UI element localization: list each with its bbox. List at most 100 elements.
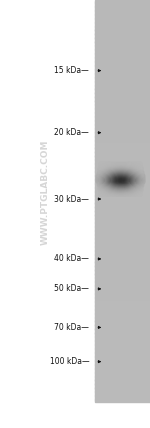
Bar: [118, 167, 119, 168]
Bar: [120, 191, 121, 192]
Bar: [118, 178, 119, 179]
Bar: [115, 162, 116, 163]
Bar: [135, 194, 136, 195]
Bar: [116, 193, 117, 194]
Bar: [141, 169, 142, 170]
Bar: [139, 166, 140, 167]
Bar: [135, 164, 136, 165]
Bar: [106, 176, 107, 177]
Bar: [121, 162, 122, 163]
Bar: [119, 163, 120, 164]
Bar: [113, 170, 115, 171]
Bar: [110, 183, 111, 184]
Bar: [135, 180, 137, 181]
Bar: [126, 165, 128, 166]
Bar: [109, 175, 111, 176]
Bar: [95, 158, 150, 160]
Bar: [108, 164, 110, 165]
Bar: [105, 171, 107, 172]
Bar: [104, 189, 105, 190]
Bar: [112, 169, 114, 170]
Bar: [106, 182, 107, 183]
Bar: [140, 183, 141, 184]
Bar: [108, 168, 109, 169]
Bar: [125, 169, 127, 170]
Bar: [134, 175, 136, 176]
Bar: [118, 181, 119, 182]
Bar: [136, 164, 137, 165]
Bar: [109, 186, 110, 187]
Bar: [116, 179, 118, 180]
Bar: [97, 176, 99, 177]
Bar: [127, 194, 129, 195]
Bar: [105, 164, 106, 165]
Bar: [124, 191, 125, 192]
Bar: [109, 170, 110, 171]
Bar: [110, 189, 112, 190]
Bar: [131, 168, 132, 169]
Bar: [140, 193, 141, 194]
Bar: [116, 184, 117, 185]
Bar: [135, 163, 136, 164]
Bar: [141, 182, 142, 183]
Bar: [101, 176, 102, 177]
Bar: [104, 193, 105, 194]
Bar: [126, 189, 128, 190]
Bar: [111, 172, 112, 173]
Bar: [101, 193, 102, 194]
Bar: [115, 175, 117, 176]
Bar: [111, 170, 112, 171]
Bar: [108, 171, 109, 172]
Bar: [105, 189, 106, 190]
Bar: [134, 187, 135, 188]
Bar: [101, 186, 102, 187]
Bar: [106, 177, 107, 178]
Bar: [141, 174, 142, 175]
Bar: [136, 177, 137, 178]
Bar: [106, 187, 107, 188]
Bar: [111, 184, 112, 185]
Bar: [102, 170, 104, 171]
Bar: [134, 180, 136, 181]
Bar: [96, 177, 97, 178]
Bar: [101, 169, 103, 170]
Bar: [123, 193, 124, 194]
Bar: [104, 167, 105, 168]
Bar: [131, 164, 132, 165]
Bar: [118, 172, 119, 173]
Bar: [103, 168, 104, 169]
Bar: [113, 177, 114, 178]
Bar: [109, 185, 110, 186]
Bar: [121, 176, 123, 177]
Bar: [95, 2, 150, 4]
Bar: [111, 169, 112, 170]
Bar: [116, 163, 117, 164]
Bar: [101, 174, 103, 175]
Bar: [127, 194, 129, 195]
Bar: [138, 180, 139, 181]
Bar: [129, 188, 130, 189]
Bar: [137, 164, 138, 165]
Bar: [117, 162, 118, 163]
Bar: [104, 193, 105, 194]
Bar: [114, 192, 115, 193]
Bar: [102, 164, 103, 165]
Bar: [106, 168, 107, 169]
Bar: [140, 175, 141, 176]
Bar: [122, 191, 123, 192]
Bar: [136, 162, 137, 163]
Bar: [128, 181, 130, 182]
Bar: [95, 382, 150, 383]
Bar: [120, 173, 121, 174]
Bar: [95, 267, 150, 268]
Bar: [122, 182, 124, 183]
Bar: [139, 184, 141, 185]
Bar: [126, 172, 127, 173]
Bar: [95, 155, 150, 157]
Bar: [124, 176, 125, 177]
Bar: [131, 172, 133, 173]
Bar: [131, 192, 132, 193]
Bar: [102, 171, 103, 172]
Bar: [130, 184, 131, 185]
Bar: [137, 180, 138, 181]
